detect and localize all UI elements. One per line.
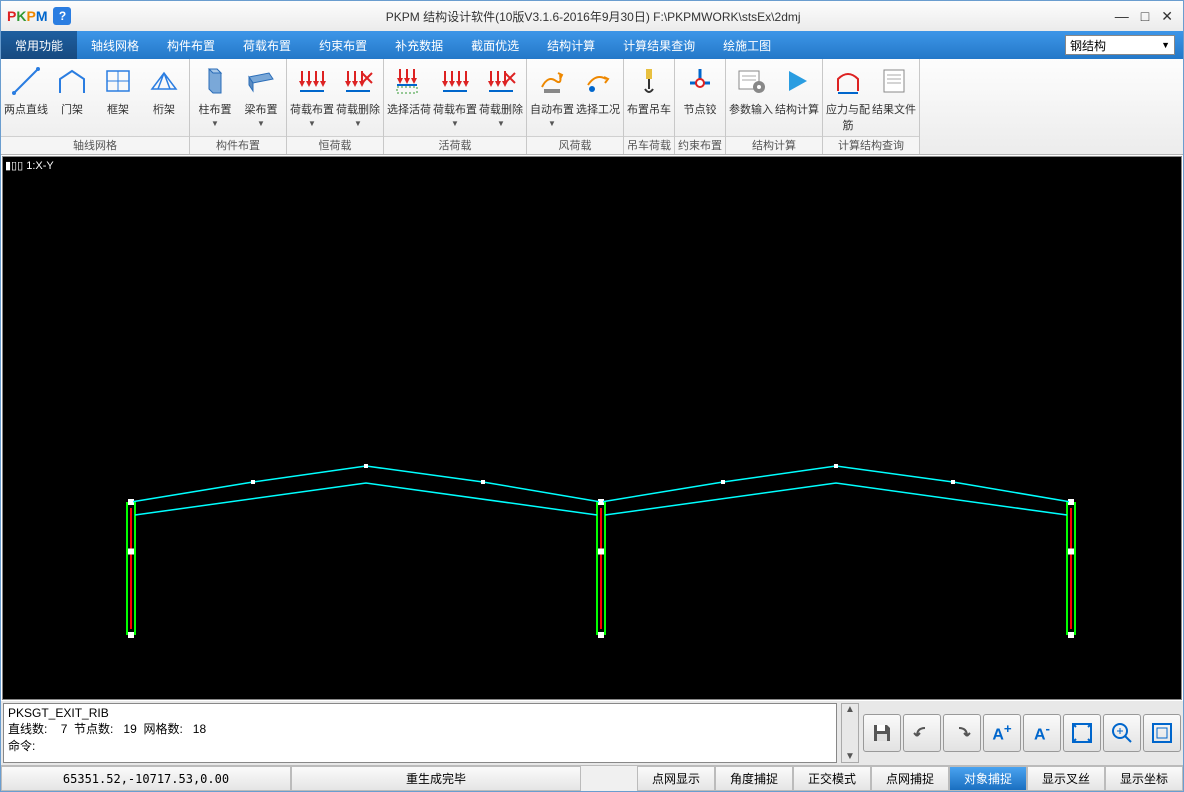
- command-panel: PKSGT_EXIT_RIB 直线数: 7 节点数: 19 网格数: 18 命令…: [1, 701, 1183, 765]
- hinge-icon: [684, 65, 716, 97]
- status-message: 重生成完毕: [291, 766, 581, 791]
- status-btn-0[interactable]: 点网显示: [637, 766, 715, 791]
- status-btn-6[interactable]: 显示坐标: [1105, 766, 1183, 791]
- status-btn-2[interactable]: 正交模式: [793, 766, 871, 791]
- structure-type-combo[interactable]: 钢结构▼: [1065, 35, 1175, 55]
- cmd-line-2: 直线数: 7 节点数: 19 网格数: 18: [8, 720, 832, 737]
- ribbon-play[interactable]: 结构计算: [774, 61, 820, 134]
- cmd-toolbar: A+A-: [863, 703, 1181, 763]
- status-btn-3[interactable]: 点网捕捉: [871, 766, 949, 791]
- ribbon-group-label: 轴线网格: [1, 136, 189, 154]
- col-icon: [199, 65, 231, 97]
- command-log[interactable]: PKSGT_EXIT_RIB 直线数: 7 节点数: 19 网格数: 18 命令…: [3, 703, 837, 763]
- structure-svg: [3, 157, 1181, 699]
- ribbon-group-label: 计算结构查询: [823, 136, 919, 154]
- menu-4[interactable]: 约束布置: [305, 31, 381, 59]
- help-icon[interactable]: ?: [53, 7, 71, 25]
- status-btn-1[interactable]: 角度捕捉: [715, 766, 793, 791]
- statusbar: 65351.52,-10717.53,0.00重生成完毕 点网显示角度捕捉正交模式…: [1, 765, 1183, 791]
- portal-icon: [56, 65, 88, 97]
- file-icon: [878, 65, 910, 97]
- ribbon-group-label: 吊车荷载: [624, 136, 674, 154]
- ribbon-group-label: 结构计算: [726, 136, 822, 154]
- window-title: PKPM 结构设计软件(10版V3.1.6-2016年9月30日) F:\PKP…: [77, 8, 1108, 25]
- ribbon-load-r[interactable]: 荷载布置▼: [289, 61, 335, 134]
- crane-icon: [633, 65, 665, 97]
- frame-icon: [102, 65, 134, 97]
- ribbon-load-r2x[interactable]: 荷载删除▼: [478, 61, 524, 134]
- stress-icon: [832, 65, 864, 97]
- ribbon-hinge[interactable]: 节点铰: [677, 61, 723, 134]
- ribbon-portal[interactable]: 门架: [49, 61, 95, 134]
- status-coord: 65351.52,-10717.53,0.00: [1, 766, 291, 791]
- load-r-icon: [296, 65, 328, 97]
- truss-icon: [148, 65, 180, 97]
- status-btn-4[interactable]: 对象捕捉: [949, 766, 1027, 791]
- ribbon-col[interactable]: 柱布置▼: [192, 61, 238, 134]
- ribbon-load-r2[interactable]: 荷载布置▼: [432, 61, 478, 134]
- redo-button[interactable]: [943, 714, 981, 752]
- status-btn-5[interactable]: 显示叉丝: [1027, 766, 1105, 791]
- ribbon-line[interactable]: 两点直线: [3, 61, 49, 134]
- cmd-prompt: 命令:: [8, 737, 832, 754]
- menubar: 常用功能轴线网格构件布置荷载布置约束布置补充数据截面优选结构计算计算结果查询绘施…: [1, 31, 1183, 59]
- minimize-icon[interactable]: —: [1115, 8, 1129, 25]
- menu-5[interactable]: 补充数据: [381, 31, 457, 59]
- ribbon-group-label: 约束布置: [675, 136, 725, 154]
- menu-2[interactable]: 构件布置: [153, 31, 229, 59]
- cmd-scrollbar[interactable]: ▲▼: [841, 703, 859, 763]
- ribbon-load-sel[interactable]: 选择活荷: [386, 61, 432, 134]
- ribbon-wind2[interactable]: 选择工况: [575, 61, 621, 134]
- undo-button[interactable]: [903, 714, 941, 752]
- menu-0[interactable]: 常用功能: [1, 31, 77, 59]
- menu-7[interactable]: 结构计算: [533, 31, 609, 59]
- zoom-in-button[interactable]: [1103, 714, 1141, 752]
- app-logo: PKPM: [7, 8, 47, 24]
- ribbon-stress[interactable]: 应力与配筋: [825, 61, 871, 134]
- play-icon: [781, 65, 813, 97]
- ribbon-group-label: 恒荷载: [287, 136, 383, 154]
- zoom-ext-button[interactable]: [1063, 714, 1101, 752]
- ribbon-file[interactable]: 结果文件: [871, 61, 917, 134]
- ribbon-beam[interactable]: 梁布置▼: [238, 61, 284, 134]
- ribbon-group-label: 风荷载: [527, 136, 623, 154]
- ribbon-group-label: 构件布置: [190, 136, 286, 154]
- load-r2x-icon: [485, 65, 517, 97]
- param-icon: [735, 65, 767, 97]
- ribbon-load-rx[interactable]: 荷载删除▼: [335, 61, 381, 134]
- ribbon-wind[interactable]: 自动布置▼: [529, 61, 575, 134]
- load-r2-icon: [439, 65, 471, 97]
- maximize-icon[interactable]: □: [1141, 8, 1149, 25]
- load-sel-icon: [393, 65, 425, 97]
- ribbon-param[interactable]: 参数输入: [728, 61, 774, 134]
- zoom-win-button[interactable]: [1143, 714, 1181, 752]
- drawing-canvas[interactable]: ▮▯▯ 1:X-Y: [2, 156, 1182, 700]
- wind-icon: [536, 65, 568, 97]
- close-icon[interactable]: ✕: [1161, 8, 1173, 25]
- ribbon-crane[interactable]: 布置吊车: [626, 61, 672, 134]
- menu-3[interactable]: 荷载布置: [229, 31, 305, 59]
- ribbon-truss[interactable]: 桁架: [141, 61, 187, 134]
- view-label: ▮▯▯ 1:X-Y: [5, 159, 54, 172]
- menu-6[interactable]: 截面优选: [457, 31, 533, 59]
- wind2-icon: [582, 65, 614, 97]
- save-button[interactable]: [863, 714, 901, 752]
- beam-icon: [245, 65, 277, 97]
- ribbon: 两点直线门架框架桁架轴线网格柱布置▼梁布置▼构件布置荷载布置▼荷载删除▼恒荷载选…: [1, 59, 1183, 155]
- Aminus-button[interactable]: A-: [1023, 714, 1061, 752]
- menu-8[interactable]: 计算结果查询: [609, 31, 709, 59]
- load-rx-icon: [342, 65, 374, 97]
- cmd-line-1: PKSGT_EXIT_RIB: [8, 706, 832, 720]
- ribbon-group-label: 活荷载: [384, 136, 526, 154]
- menu-1[interactable]: 轴线网格: [77, 31, 153, 59]
- Aplus-button[interactable]: A+: [983, 714, 1021, 752]
- ribbon-frame[interactable]: 框架: [95, 61, 141, 134]
- menu-9[interactable]: 绘施工图: [709, 31, 785, 59]
- line-icon: [10, 65, 42, 97]
